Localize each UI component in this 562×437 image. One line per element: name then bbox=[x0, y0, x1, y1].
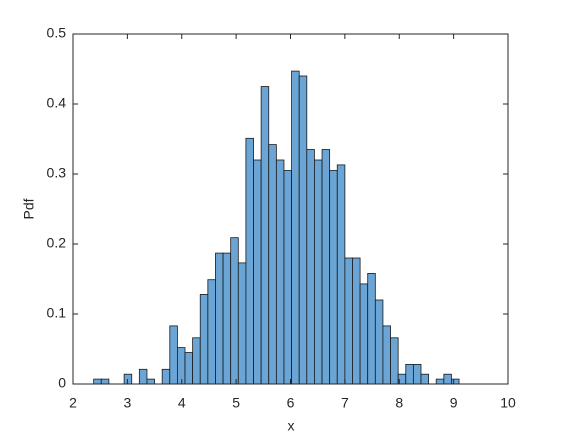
bar bbox=[451, 378, 460, 385]
y-axis-label: Pdf bbox=[21, 198, 37, 219]
bar bbox=[275, 159, 285, 385]
y-tick-label: 0.5 bbox=[47, 25, 67, 41]
bar bbox=[207, 279, 216, 385]
bar bbox=[390, 337, 399, 385]
bar bbox=[253, 159, 262, 385]
bar bbox=[268, 144, 277, 385]
bar bbox=[420, 373, 430, 385]
bar bbox=[344, 257, 353, 385]
bar bbox=[176, 347, 186, 385]
bar bbox=[146, 378, 155, 385]
bar bbox=[382, 325, 391, 385]
x-tick-label: 3 bbox=[123, 395, 131, 411]
bar bbox=[237, 262, 247, 385]
bar bbox=[314, 159, 323, 385]
y-tick-label: 0.4 bbox=[47, 95, 67, 111]
x-axis-label: x bbox=[288, 418, 295, 434]
bar bbox=[374, 299, 384, 385]
bar bbox=[138, 368, 148, 385]
bar bbox=[260, 86, 270, 385]
bar bbox=[352, 257, 361, 385]
bar bbox=[169, 325, 178, 385]
x-tick-label: 9 bbox=[450, 395, 458, 411]
bar bbox=[230, 237, 239, 385]
bar bbox=[192, 337, 201, 385]
bar bbox=[359, 283, 369, 385]
bar bbox=[199, 293, 209, 385]
bar bbox=[291, 70, 300, 385]
bar bbox=[283, 170, 292, 385]
x-tick-label: 8 bbox=[395, 395, 403, 411]
bar bbox=[336, 164, 346, 385]
bar bbox=[412, 363, 422, 385]
x-tick-label: 10 bbox=[500, 395, 516, 411]
x-tick-label: 7 bbox=[341, 395, 349, 411]
bar bbox=[184, 352, 194, 385]
y-tick-label: 0 bbox=[58, 375, 66, 391]
x-tick-label: 2 bbox=[69, 395, 77, 411]
y-tick-label: 0.3 bbox=[47, 165, 67, 181]
bar bbox=[367, 272, 376, 385]
bar bbox=[405, 363, 414, 385]
bar bbox=[93, 378, 102, 385]
bar bbox=[321, 149, 331, 385]
bar bbox=[329, 170, 338, 385]
bar bbox=[161, 368, 171, 385]
bar bbox=[100, 378, 110, 385]
bar bbox=[215, 252, 224, 385]
bar bbox=[298, 75, 308, 385]
bar bbox=[222, 252, 232, 385]
x-tick-label: 6 bbox=[287, 395, 295, 411]
x-tick-label: 4 bbox=[178, 395, 186, 411]
y-tick-label: 0.2 bbox=[47, 235, 67, 251]
y-tick-label: 0.1 bbox=[47, 305, 67, 321]
bar bbox=[123, 373, 133, 385]
x-tick-label: 5 bbox=[232, 395, 240, 411]
bar bbox=[306, 149, 315, 385]
bar bbox=[435, 378, 445, 385]
bar bbox=[443, 373, 452, 385]
bar bbox=[245, 137, 254, 385]
